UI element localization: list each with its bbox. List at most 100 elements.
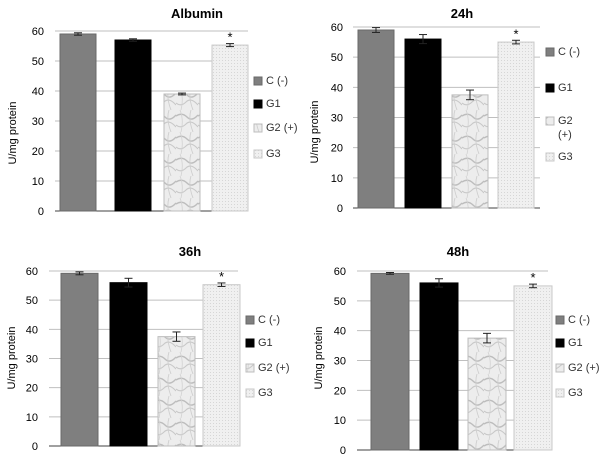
legend-label: G3 [558, 151, 573, 163]
bar-g2 [467, 337, 507, 451]
significance-asterisk: * [513, 26, 518, 41]
legend-item: G1 [245, 337, 273, 349]
legend-swatch [555, 338, 565, 348]
y-tick-label: 30 [334, 356, 346, 368]
legend-item: G3 [245, 387, 273, 399]
error-bar [129, 38, 137, 42]
legend-swatch [253, 123, 263, 133]
error-bars [386, 271, 537, 344]
y-tick-label: 60 [26, 266, 38, 278]
y-tick-label: 50 [334, 296, 346, 308]
y-tick-labels: 0 10 20 30 40 50 60 [32, 26, 44, 218]
legend-item: G3 [545, 151, 573, 163]
legend: C (-) G1 G2 (+) G3 [555, 314, 599, 399]
legend-label: G3 [258, 387, 273, 399]
bars [370, 272, 553, 451]
legend-swatch [545, 152, 555, 162]
y-tick-label: 40 [334, 326, 346, 338]
legend-label: G2 (+) [568, 362, 599, 374]
chart-title: 48h [447, 244, 469, 259]
chart-panel-24h: 24h U/mg protein 0 10 20 30 40 50 60 * C (-) G1… [309, 6, 580, 215]
legend-label: G1 [568, 337, 583, 349]
significance-asterisk: * [530, 270, 535, 285]
chart-title: 24h [451, 6, 473, 21]
y-axis-label: U/mg protein [309, 101, 321, 164]
bar-g3 [497, 41, 535, 209]
legend-swatch [253, 149, 263, 159]
y-tick-label: 50 [331, 52, 343, 64]
y-tick-label: 30 [32, 116, 44, 128]
y-tick-label: 30 [331, 113, 343, 125]
legend-item: C (-) [555, 314, 590, 326]
legend-swatch [545, 47, 555, 57]
y-tick-label: 0 [340, 445, 346, 457]
error-bar [529, 283, 537, 289]
error-bars [372, 27, 520, 101]
error-bars [74, 32, 234, 96]
legend-swatch [253, 99, 263, 109]
bars [59, 33, 249, 212]
legend-label: G2 [558, 115, 573, 127]
y-tick-labels: 0 10 20 30 40 50 60 [26, 266, 38, 453]
y-tick-labels: 0 10 20 30 40 50 60 [331, 22, 343, 215]
y-axis-label: U/mg protein [7, 102, 19, 165]
legend-label: C (-) [266, 75, 288, 87]
y-tick-label: 20 [334, 385, 346, 397]
y-tick-label: 20 [32, 146, 44, 158]
error-bar [435, 278, 443, 288]
error-bar [74, 32, 82, 36]
y-tick-label: 50 [32, 56, 44, 68]
legend: C (-) G1 G2 (+) G3 [545, 46, 580, 163]
error-bars [75, 271, 226, 342]
legend-label: C (-) [558, 46, 580, 58]
legend-label: G2 (+) [258, 362, 289, 374]
error-bar [419, 34, 427, 45]
significance-marks: * [227, 30, 232, 45]
error-bar [386, 271, 394, 275]
error-bar [226, 43, 234, 48]
bar-g2 [163, 93, 201, 212]
legend-swatch [245, 363, 255, 373]
y-tick-label: 0 [337, 203, 343, 215]
legend-label: C (-) [568, 314, 590, 326]
bar-g1 [114, 39, 152, 212]
legend-item: G2 (+) [555, 362, 599, 374]
y-tick-label: 60 [334, 266, 346, 278]
legend-item: G1 [555, 337, 583, 349]
y-tick-label: 10 [32, 176, 44, 188]
significance-marks: * [530, 270, 535, 285]
y-axis-label: U/mg protein [6, 327, 18, 390]
y-tick-label: 30 [26, 354, 38, 366]
legend-item: G1 [545, 82, 573, 94]
y-tick-label: 0 [38, 206, 44, 218]
legend-item: G2 (+) [545, 115, 573, 141]
legend-swatch [245, 315, 255, 325]
bar-g1 [404, 38, 442, 209]
bar-g3 [513, 285, 553, 451]
legend-swatch [245, 388, 255, 398]
legend-item: G3 [555, 387, 583, 399]
legend-label: G1 [258, 337, 273, 349]
error-bar [124, 277, 133, 288]
y-tick-label: 0 [32, 441, 38, 453]
legend-item: C (-) [545, 46, 580, 58]
legend-swatch [555, 363, 565, 373]
legend-label: G3 [266, 148, 281, 160]
significance-asterisk: * [227, 30, 232, 45]
y-tick-label: 20 [331, 143, 343, 155]
y-tick-label: 10 [26, 412, 38, 424]
y-tick-labels: 0 10 20 30 40 50 60 [334, 266, 346, 457]
legend-item: C (-) [253, 75, 288, 87]
chart-panel-albumin: Albumin U/mg protein 0 10 20 30 40 50 60 * C (… [7, 6, 297, 218]
legend-item: C (-) [245, 314, 280, 326]
bar-c [357, 29, 395, 209]
legend-swatch [545, 83, 555, 93]
legend-swatch [545, 116, 555, 126]
legend-label: (+) [558, 129, 572, 141]
legend-swatch [555, 388, 565, 398]
chart-title: 36h [179, 244, 201, 259]
legend-swatch [245, 338, 255, 348]
y-tick-label: 20 [26, 383, 38, 395]
legend-item: G1 [253, 98, 281, 110]
